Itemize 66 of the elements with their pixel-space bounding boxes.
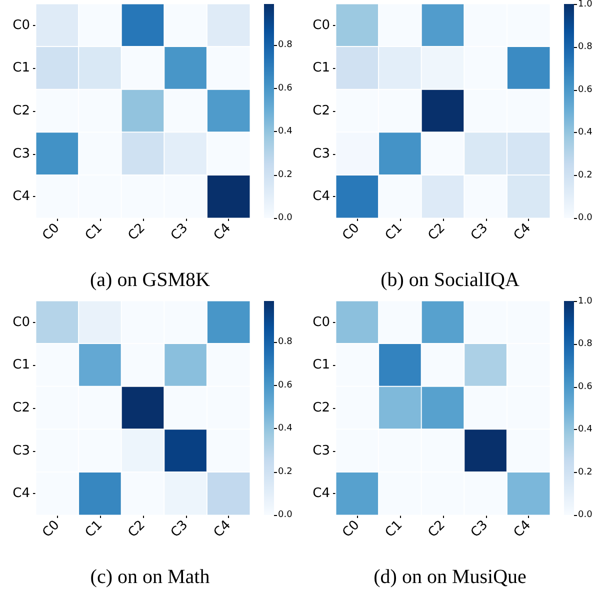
y-tick-label: C2 — [12, 400, 30, 416]
color-bar-label: 0.6 — [578, 84, 593, 95]
text: (d) on on MusiQue — [374, 566, 527, 588]
x-tick-label: C1 — [82, 518, 106, 541]
x-tick-label: C4 — [211, 220, 234, 244]
x-tick-label: C3 — [468, 518, 492, 541]
x-tick-label: C3 — [468, 220, 492, 244]
color-bar-label: 0.6 — [278, 83, 293, 94]
color-bar-label: 0.8 — [578, 339, 593, 350]
x-tick-label: C4 — [511, 220, 534, 244]
color-bar-label: 0.0 — [578, 213, 593, 223]
color-bar-label: 0.4 — [578, 128, 593, 138]
y-tick-label: C3 — [312, 146, 330, 162]
x-tick-label: C1 — [382, 220, 406, 244]
x-tick-label: C2 — [425, 220, 448, 244]
text: (a) on GSM8K — [90, 269, 211, 291]
x-tick-label: C0 — [40, 220, 63, 244]
color-bar-label: 0.6 — [278, 380, 293, 390]
color-bar-label: 0.8 — [278, 337, 293, 348]
color-bar-label: 0.8 — [578, 42, 593, 52]
y-tick-label: C3 — [312, 443, 330, 458]
color-bar-label: 0.8 — [278, 40, 293, 50]
x-tick-label: C3 — [168, 220, 192, 244]
color-bar-label: 0.2 — [578, 170, 592, 180]
y-tick-label: C4 — [312, 189, 330, 204]
y-tick-label: C0 — [312, 18, 330, 33]
color-bar-label: 0.4 — [278, 126, 293, 137]
color-bar-label: 0.2 — [278, 466, 292, 477]
color-bar-label: 0.2 — [278, 170, 292, 180]
y-tick-label: C1 — [312, 358, 330, 373]
y-tick-label: C1 — [12, 60, 30, 76]
color-bar-label: 0.0 — [278, 213, 293, 223]
x-tick-label: C3 — [168, 518, 192, 541]
x-tick-label: C0 — [340, 220, 363, 244]
x-tick-label: C1 — [82, 220, 106, 244]
color-bar-label: 0.6 — [578, 382, 593, 392]
y-tick-label: C2 — [12, 104, 30, 118]
y-tick-label: C3 — [12, 146, 30, 162]
y-tick-label: C2 — [312, 400, 330, 416]
y-tick-label: C0 — [12, 18, 30, 33]
y-tick-label: C1 — [312, 60, 330, 76]
x-tick-label: C4 — [511, 518, 534, 541]
y-tick-label: C3 — [12, 443, 30, 458]
y-tick-label: C1 — [12, 358, 30, 373]
x-tick-label: C2 — [425, 518, 448, 541]
color-bar-label: 1.0 — [578, 0, 593, 10]
y-tick-label: C4 — [12, 486, 30, 502]
text: (b) on SocialIQA — [380, 269, 520, 291]
color-bar-label: 1.0 — [578, 296, 593, 306]
color-bar-label: 0.0 — [278, 510, 293, 520]
y-tick-label: C4 — [12, 189, 30, 204]
y-tick-label: C0 — [12, 314, 30, 330]
text: (c) on on Math — [90, 566, 210, 588]
color-bar-label: 0.2 — [578, 467, 592, 478]
color-bar-label: 0.0 — [578, 510, 593, 520]
x-tick-label: C2 — [125, 518, 148, 541]
x-tick-label: C4 — [211, 518, 234, 541]
x-tick-label: C0 — [40, 518, 63, 541]
y-tick-label: C0 — [312, 314, 330, 330]
x-tick-label: C0 — [340, 518, 363, 541]
x-tick-label: C2 — [125, 220, 148, 244]
color-bar-label: 0.4 — [278, 424, 293, 434]
color-bar-label: 0.4 — [578, 424, 593, 435]
x-tick-label: C1 — [382, 518, 406, 541]
y-tick-label: C2 — [312, 104, 330, 118]
y-tick-label: C4 — [312, 486, 330, 502]
